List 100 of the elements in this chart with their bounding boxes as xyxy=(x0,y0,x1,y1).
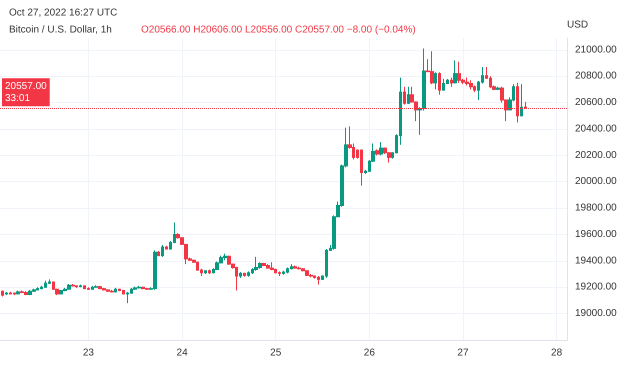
candlestick xyxy=(297,266,301,270)
y-tick-label: 20400.00 xyxy=(575,123,618,134)
y-tick-label: 19400.00 xyxy=(575,255,618,266)
candlestick xyxy=(94,284,98,288)
candlestick xyxy=(59,289,63,295)
candlestick xyxy=(106,288,110,292)
y-tick-label: 20600.00 xyxy=(575,97,618,108)
candlestick xyxy=(243,272,246,278)
candlestick xyxy=(98,285,102,290)
candlestick xyxy=(24,290,28,296)
candlestick xyxy=(434,72,437,90)
candlestick xyxy=(317,276,320,286)
x-tick-label: 23 xyxy=(82,348,94,358)
candlestick xyxy=(430,50,434,85)
candlestick xyxy=(309,274,313,278)
candlestick xyxy=(67,283,71,290)
candlestick xyxy=(223,253,227,261)
candlestick xyxy=(141,286,145,290)
candlestick xyxy=(450,77,453,88)
candlestick xyxy=(262,262,266,267)
x-tick-label: 26 xyxy=(364,348,376,358)
y-axis-title: USD xyxy=(567,20,588,30)
candlestick xyxy=(457,61,461,84)
candlestick xyxy=(247,270,250,278)
candlestick xyxy=(465,77,469,86)
candlestick xyxy=(165,245,168,250)
candlestick xyxy=(227,255,231,266)
candlestick xyxy=(442,78,445,92)
candlestick xyxy=(387,152,391,164)
y-tick-label: 20000.00 xyxy=(575,176,618,188)
x-tick-label: 24 xyxy=(176,348,188,358)
candlestick xyxy=(254,256,258,272)
candlestick xyxy=(87,286,90,290)
y-tick-label: 19000.00 xyxy=(575,308,618,320)
candlestick xyxy=(114,287,117,294)
candlestick xyxy=(36,286,39,292)
candlestick xyxy=(407,86,410,104)
candlestick xyxy=(16,290,20,295)
x-tick-label: 28 xyxy=(551,348,563,358)
candlestick xyxy=(235,266,238,292)
candlestick xyxy=(157,250,160,257)
x-tick-label: 25 xyxy=(270,348,282,358)
candlestick xyxy=(403,86,406,106)
candlestick xyxy=(91,285,94,290)
x-tick-label: 27 xyxy=(457,348,469,358)
candlestick xyxy=(204,270,207,275)
y-tick-label: 20200.00 xyxy=(575,150,618,161)
candlestick xyxy=(20,290,24,294)
candlestick xyxy=(301,268,305,272)
candlestick xyxy=(208,268,211,275)
candlestick xyxy=(32,288,36,292)
candlestick xyxy=(379,142,383,156)
candlestick xyxy=(438,72,441,96)
candlestick xyxy=(239,272,242,279)
candlestick xyxy=(270,262,274,271)
candlestick xyxy=(71,283,75,288)
candlestick xyxy=(153,250,157,290)
candlestick xyxy=(325,248,328,279)
candlestick xyxy=(305,270,309,277)
candlestick xyxy=(145,287,149,290)
candlestick xyxy=(13,292,16,296)
candlestick xyxy=(5,291,8,296)
candlestick xyxy=(102,287,106,292)
candlestick xyxy=(122,289,125,295)
ref-line-label: 20557.00 33:01 xyxy=(5,80,48,104)
candlestick xyxy=(1,290,4,297)
candlestick xyxy=(453,60,457,84)
candlestick xyxy=(126,291,129,304)
candlestick xyxy=(469,80,473,90)
text: Oct 27, 2022 16:27 UTC xyxy=(9,8,118,18)
candlestick xyxy=(282,270,285,276)
chart-subtitle: O20566.00 H20606.00 L20556.00 C20557.00 −8.00 (−0.04%) xyxy=(141,24,416,36)
candlestick xyxy=(286,266,289,274)
y-tick-label: 19800.00 xyxy=(575,202,618,214)
candlestick xyxy=(48,278,51,284)
chart-title: Bitcoin / U.S. Dollar, 1h xyxy=(9,24,112,36)
candlestick xyxy=(133,286,137,290)
candlestick xyxy=(63,287,67,292)
candlestick xyxy=(266,264,270,270)
candlestick xyxy=(161,244,164,258)
y-tick-label: 21000.00 xyxy=(575,44,618,56)
candlestick xyxy=(44,280,47,288)
candlestick xyxy=(290,264,293,270)
candlestick xyxy=(79,284,82,288)
candlestick xyxy=(278,270,281,277)
candlestick xyxy=(83,284,86,290)
candlestick xyxy=(496,86,500,91)
y-tick-label: 20800.00 xyxy=(575,70,618,82)
candlestick xyxy=(360,148,363,186)
y-tick-label: 19600.00 xyxy=(575,229,618,240)
y-tick-label: 19200.00 xyxy=(575,282,618,293)
candlestick xyxy=(137,285,141,290)
candlestick xyxy=(375,148,379,156)
candlestick xyxy=(520,84,523,117)
candlestick xyxy=(118,288,121,292)
candlestick xyxy=(28,289,32,296)
candlestick xyxy=(75,284,78,288)
candlestick xyxy=(293,264,297,270)
candlestick xyxy=(9,291,12,295)
candlestick xyxy=(110,289,114,294)
